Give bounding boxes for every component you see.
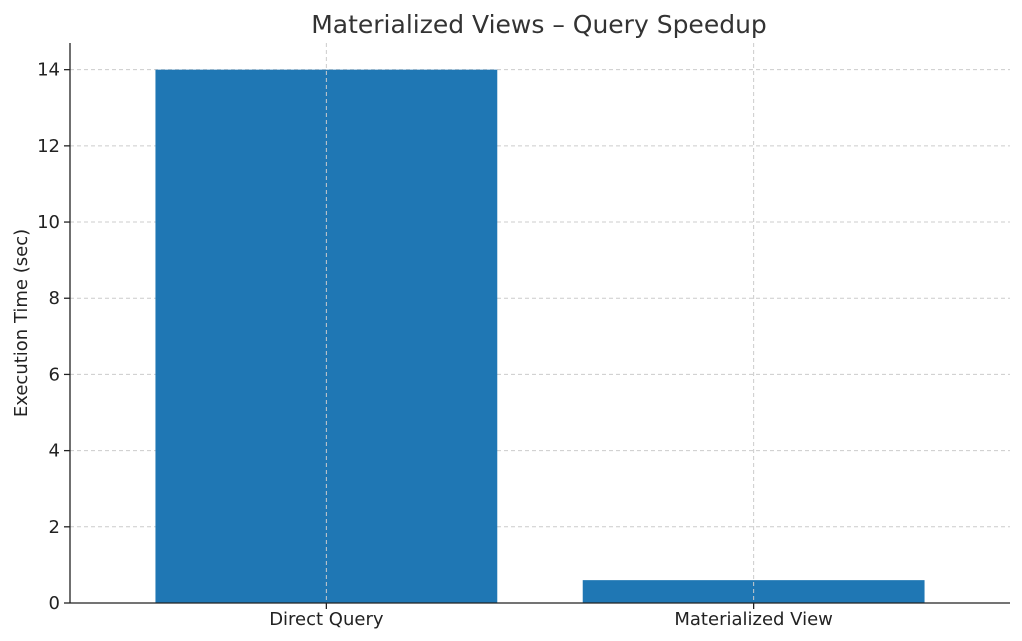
- axes: [69, 43, 1010, 604]
- y-tick-label: 6: [49, 364, 60, 385]
- y-tick-label: 10: [37, 212, 60, 233]
- bars: [155, 43, 925, 603]
- y-tick-label: 4: [49, 441, 60, 462]
- y-tick-label: 14: [37, 60, 60, 81]
- x-tick-label: Direct Query: [269, 609, 384, 630]
- x-ticks: Direct Query Materialized View: [269, 603, 833, 630]
- y-ticks: 0 2 4 6 8 10 12 14: [37, 60, 70, 614]
- y-tick-label: 8: [49, 288, 60, 309]
- x-tick-label: Materialized View: [674, 609, 833, 630]
- y-tick-label: 0: [49, 593, 60, 614]
- chart-title: Materialized Views – Query Speedup: [311, 10, 767, 39]
- y-tick-label: 12: [37, 136, 60, 157]
- y-tick-label: 2: [49, 517, 60, 538]
- y-axis-label: Execution Time (sec): [11, 229, 32, 417]
